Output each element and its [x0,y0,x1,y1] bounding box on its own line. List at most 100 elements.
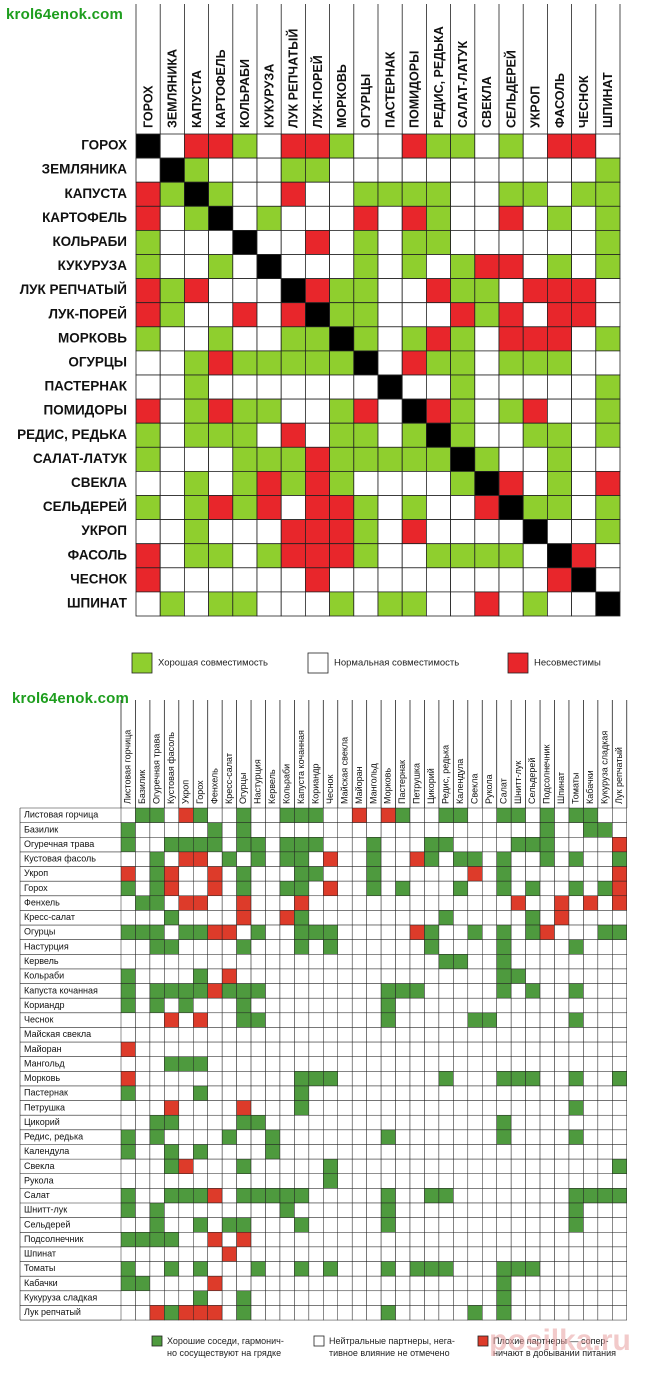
cell-20-29 [539,1100,555,1116]
cell-27-32 [583,1202,599,1218]
cell-8-9 [250,924,266,940]
cell-3-18 [380,851,396,867]
cell-0-1 [135,807,151,823]
cell-2-3 [164,837,180,853]
cell-26-5 [193,1188,208,1204]
cell-4-11 [401,229,427,255]
cell-18-8 [236,1071,252,1087]
cell-20-32 [583,1100,599,1116]
cell-17-29 [539,1056,555,1072]
cell-23-29 [539,1144,555,1160]
cell-7-5 [193,910,208,926]
cell-29-4 [178,1232,194,1248]
cell-15-13 [308,1027,324,1043]
cell-16-19 [395,1041,411,1057]
cell-32-25 [482,1275,497,1292]
cell-5-1 [159,254,185,280]
cell-8-29 [539,924,555,940]
cell-8-4 [178,924,194,940]
cell-7-22 [438,910,454,926]
cell-26-10 [265,1188,281,1204]
cell-9-18 [380,939,396,955]
cell-25-15 [337,1173,353,1189]
cell-1-33 [597,822,613,838]
cell-3-23 [453,851,469,867]
cell-33-7 [221,1290,237,1306]
cell-0-19 [595,133,621,159]
cell-12-26 [496,983,512,999]
cell-14-34 [612,1012,627,1028]
cell-18-21 [424,1071,440,1087]
cell-6-33 [597,895,613,911]
column-header-8: МОРКОВЬ [335,64,349,128]
cell-4-10 [265,866,281,882]
cell-28-26 [496,1217,512,1233]
cell-18-15 [337,1071,353,1087]
cell-23-34 [612,1144,627,1160]
cell-23-10 [265,1144,281,1160]
cell-27-6 [207,1202,223,1218]
cell-28-28 [525,1217,541,1233]
cell-32-0 [120,1275,136,1292]
cell-10-12 [294,954,310,970]
cell-19-6 [207,1085,223,1101]
cell-27-16 [351,1202,367,1218]
cell-22-3 [164,1129,180,1145]
row-label-18: Морковь [24,1073,60,1083]
cell-29-21 [424,1232,440,1248]
cell-34-22 [438,1305,454,1321]
cell-7-1 [159,302,185,328]
cell-16-11 [401,519,427,545]
row-label-12: РЕДИС, РЕДЬКА [17,427,127,442]
cell-24-7 [221,1158,237,1174]
cell-21-5 [193,1114,208,1131]
cell-14-21 [424,1012,440,1028]
cell-12-6 [280,422,306,448]
cell-11-28 [525,968,541,984]
column-header-26: Салат [498,778,508,804]
column-header-5: КУКУРУЗА [262,64,276,128]
cell-4-17 [366,866,382,882]
cell-4-29 [539,866,555,882]
cell-0-22 [438,807,454,823]
cell-0-19 [395,807,411,823]
cell-33-9 [250,1290,266,1306]
cell-17-6 [207,1056,223,1072]
cell-14-9 [250,1012,266,1028]
cell-18-28 [525,1071,541,1087]
cell-1-7 [304,157,330,183]
column-header-11: Кольраби [282,764,292,804]
cell-21-17 [366,1114,382,1131]
cell-1-0 [120,822,136,838]
row-label-6: ЛУК РЕПЧАТЫЙ [20,282,127,297]
cell-25-19 [395,1173,411,1189]
cell-16-12 [294,1041,310,1057]
cell-17-9 [353,543,379,569]
cell-14-13 [450,470,476,496]
cell-11-6 [280,398,306,424]
cell-26-4 [178,1188,194,1204]
cell-4-4 [178,866,194,882]
cell-4-27 [510,866,526,882]
cell-22-30 [554,1129,570,1145]
cell-1-5 [256,157,282,183]
cell-2-27 [510,837,526,853]
legend-swatch-N [313,1335,325,1347]
cell-10-22 [438,954,454,970]
cell-3-25 [482,851,497,867]
cell-17-19 [395,1056,411,1072]
cell-24-10 [265,1158,281,1174]
cell-4-6 [280,229,306,255]
row-label-27: Шнитт-лук [24,1205,67,1215]
cell-32-33 [597,1275,613,1292]
cell-11-30 [554,968,570,984]
cell-0-17 [547,133,573,159]
cell-31-12 [294,1261,310,1277]
cell-26-26 [496,1188,512,1204]
cell-19-15 [337,1085,353,1101]
cell-30-12 [294,1246,310,1262]
cell-16-0 [135,519,161,545]
cell-17-32 [583,1056,599,1072]
cell-28-32 [583,1217,599,1233]
cell-6-25 [482,895,497,911]
